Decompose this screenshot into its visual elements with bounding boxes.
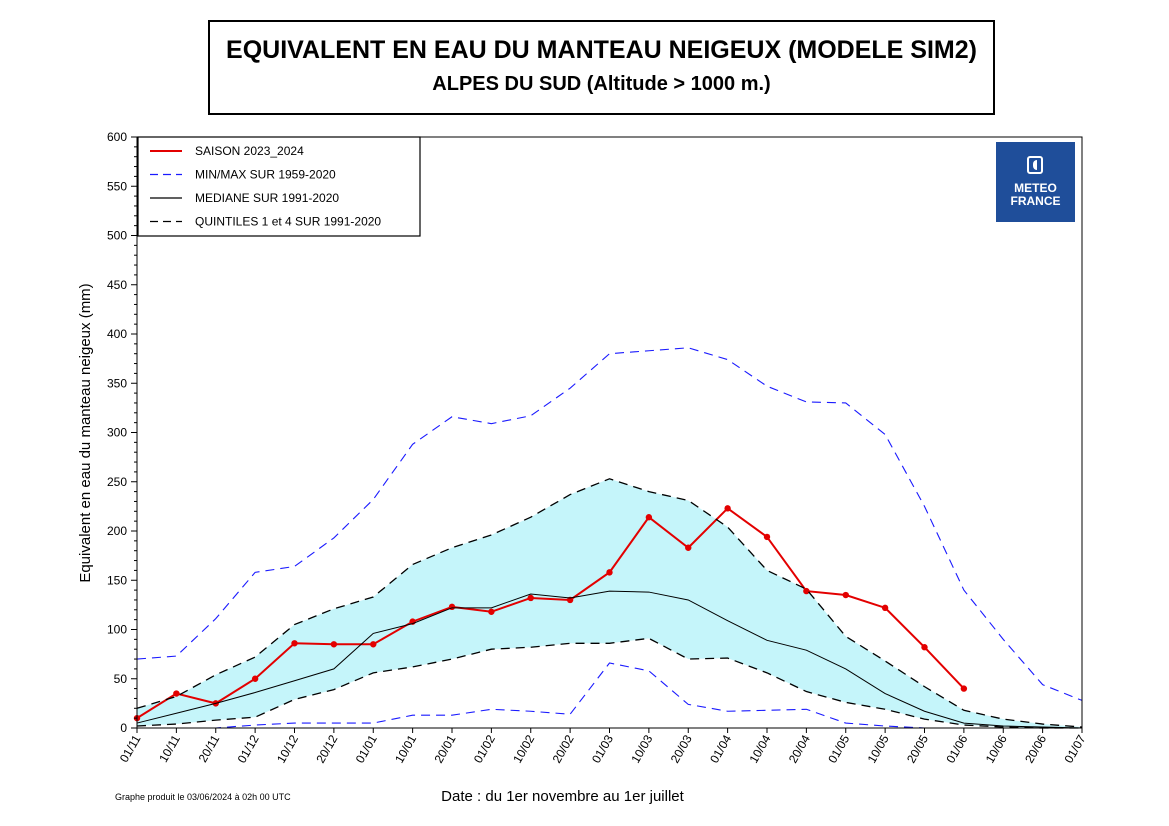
y-tick-label: 500	[107, 229, 127, 243]
data-point-saison-2023-2024	[251, 675, 259, 682]
x-tick-label: 10/06	[983, 732, 1010, 765]
y-tick-label: 300	[107, 426, 127, 440]
data-point-saison-2023-2024	[645, 514, 653, 521]
y-tick-label: 200	[107, 524, 127, 538]
series-line-mediane-sur-1991-2020	[136, 590, 1083, 729]
x-tick-label: 01/04	[707, 732, 734, 765]
legend-label: QUINTILES 1 et 4 SUR 1991-2020	[195, 215, 381, 229]
data-point-saison-2023-2024	[566, 596, 574, 604]
x-tick-label: 01/07	[1061, 732, 1088, 765]
data-point-saison-2023-2024	[803, 587, 810, 595]
x-tick-label: 10/11	[156, 732, 183, 765]
x-axis-label: Date : du 1er novembre au 1er juillet	[441, 788, 684, 805]
x-tick-label: 01/06	[943, 732, 970, 765]
x-tick-label: 20/03	[668, 732, 695, 765]
x-tick-label: 10/01	[392, 732, 419, 765]
y-tick-label: 0	[120, 721, 127, 735]
y-tick-label: 100	[107, 623, 127, 637]
x-tick-label: 01/11	[117, 732, 144, 765]
x-tick-label: 20/02	[550, 732, 577, 765]
data-point-saison-2023-2024	[291, 640, 298, 647]
data-point-saison-2023-2024	[685, 544, 692, 551]
legend-label: MEDIANE SUR 1991-2020	[195, 191, 339, 205]
footnote: Graphe produit le 03/06/2024 à 02h 00 UT…	[115, 792, 291, 802]
x-tick-label: 10/04	[746, 732, 773, 765]
series-line-saison-2023-2024	[136, 507, 965, 719]
series-line-maximum	[136, 347, 1083, 701]
data-point-saison-2023-2024	[527, 594, 534, 602]
x-tick-label: 01/02	[471, 732, 498, 765]
data-point-saison-2023-2024	[881, 604, 889, 612]
chart-subtitle: ALPES DU SUD (Altitude > 1000 m.)	[432, 73, 771, 95]
legend-box	[137, 136, 421, 237]
y-tick-label: 450	[107, 278, 127, 292]
y-tick-label: 400	[107, 327, 127, 341]
legend-label: MIN/MAX SUR 1959-2020	[195, 168, 336, 182]
x-tick-label: 20/12	[313, 732, 340, 765]
data-point-saison-2023-2024	[960, 685, 968, 692]
quintile-band-fill	[137, 478, 1082, 728]
meteo-france-logo: METEO FRANCE	[996, 142, 1075, 222]
x-tick-label: 20/11	[196, 732, 223, 765]
data-point-saison-2023-2024	[921, 644, 928, 651]
x-tick-label: 20/04	[786, 732, 813, 765]
meteo-france-logo-icon	[1027, 156, 1043, 174]
chart-title-box: EQUIVALENT EN EAU DU MANTEAU NEIGEUX (MO…	[208, 20, 995, 115]
y-tick-label: 150	[107, 573, 127, 587]
x-tick-label: 10/03	[628, 732, 655, 765]
data-point-saison-2023-2024	[370, 641, 377, 648]
x-tick-label: 01/01	[353, 732, 380, 765]
x-tick-label: 10/02	[510, 732, 537, 765]
y-tick-label: 600	[107, 130, 127, 144]
x-tick-label: 20/01	[431, 732, 458, 765]
x-tick-label: 20/05	[904, 732, 931, 765]
x-tick-label: 01/05	[825, 732, 852, 765]
data-point-saison-2023-2024	[763, 533, 771, 541]
x-axis-label-wrap: Date : du 1er novembre au 1er juillet	[0, 788, 1169, 805]
data-point-saison-2023-2024	[606, 569, 613, 576]
data-point-saison-2023-2024	[488, 608, 495, 615]
x-tick-label: 10/12	[274, 732, 301, 765]
logo-text-meteo: METEO	[1014, 181, 1057, 195]
data-point-saison-2023-2024	[330, 641, 338, 648]
series-line-quintile-4	[136, 478, 1083, 728]
y-tick-label: 250	[107, 475, 127, 489]
y-tick-label: 550	[107, 179, 127, 193]
x-tick-label: 01/03	[589, 732, 616, 765]
data-point-saison-2023-2024	[842, 591, 849, 599]
data-point-saison-2023-2024	[724, 505, 731, 512]
x-tick-label: 20/06	[1022, 732, 1049, 765]
legend-label: SAISON 2023_2024	[195, 144, 304, 158]
logo-text-france: FRANCE	[1010, 194, 1061, 208]
y-axis-label: Equivalent en eau du manteau neigeux (mm…	[77, 283, 94, 582]
data-point-saison-2023-2024	[173, 690, 180, 697]
chart-title: EQUIVALENT EN EAU DU MANTEAU NEIGEUX (MO…	[226, 36, 977, 64]
x-tick-label: 01/12	[235, 732, 262, 765]
y-tick-label: 350	[107, 376, 127, 390]
x-tick-label: 10/05	[865, 732, 892, 765]
series-line-quintile-1	[136, 637, 1082, 729]
y-tick-label: 50	[114, 672, 128, 686]
